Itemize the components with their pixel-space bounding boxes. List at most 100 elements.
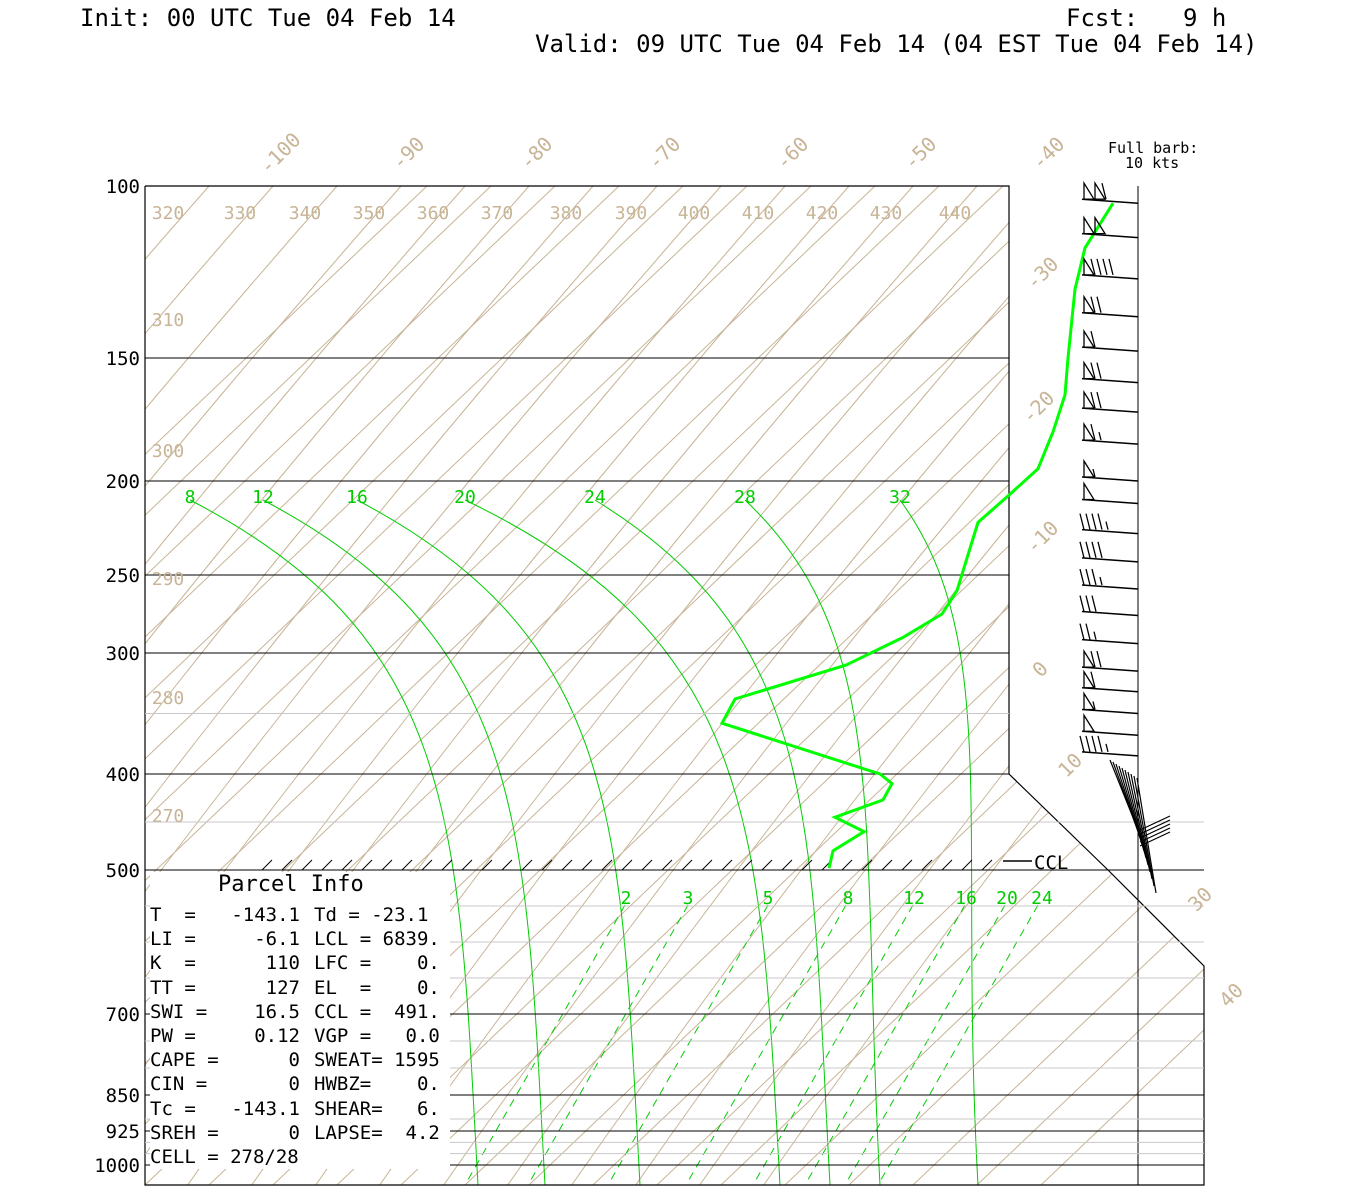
wind-barb bbox=[1081, 691, 1139, 715]
dry-adiabat-line bbox=[145, 186, 530, 1185]
theta-label: 390 bbox=[615, 203, 648, 224]
hatch-mark bbox=[661, 859, 673, 871]
theta-label: 430 bbox=[870, 203, 903, 224]
hatch-mark bbox=[561, 859, 573, 871]
theta-label: 270 bbox=[152, 806, 185, 827]
pressure-label: 850 bbox=[106, 1085, 140, 1107]
parcel-extra: VGP = 0.0 bbox=[314, 1024, 440, 1047]
theta-e-label: 24 bbox=[584, 487, 606, 508]
ccl-label: CCL bbox=[1034, 852, 1069, 874]
parcel-value: -143.1 bbox=[231, 1097, 300, 1120]
parcel-info-row: T = -143.1 Td = -23.1 bbox=[150, 903, 450, 927]
parcel-info-row: SWI = 16.5 CCL = 491. bbox=[150, 1000, 450, 1024]
hatch-mark bbox=[501, 859, 513, 871]
parcel-info-row: SREH = 0 LAPSE= 4.2 bbox=[150, 1121, 450, 1145]
hatch-mark bbox=[741, 859, 753, 871]
hatch-mark bbox=[321, 859, 333, 871]
isotherm-line bbox=[145, 186, 492, 1185]
isotherm-line bbox=[145, 186, 876, 1185]
isotherm-line bbox=[400, 186, 1204, 1185]
dry-adiabat-line bbox=[634, 186, 1204, 1185]
mixing-ratio-label: 16 bbox=[955, 888, 977, 909]
hatch-mark bbox=[881, 859, 893, 871]
forecast-label: Fcst: bbox=[1066, 4, 1139, 32]
valid-time: Valid: 09 UTC Tue 04 Feb 14 (04 EST Tue … bbox=[535, 30, 1258, 58]
dry-adiabat-line bbox=[145, 186, 722, 1185]
parcel-extra: Td = -23.1 bbox=[314, 904, 429, 926]
hatch-mark bbox=[721, 859, 733, 871]
isotherm-label: -10 bbox=[1021, 516, 1064, 559]
theta-label: 380 bbox=[550, 203, 583, 224]
hatch-mark bbox=[641, 859, 653, 871]
hatch-mark bbox=[581, 859, 593, 871]
isotherm-label: -50 bbox=[899, 132, 942, 175]
parcel-extra: SWEAT= 1595 bbox=[314, 1049, 440, 1072]
theta-e-label: 20 bbox=[454, 487, 476, 508]
dry-adiabat-line bbox=[145, 186, 338, 1185]
parcel-key: K = bbox=[150, 952, 196, 975]
parcel-key: TT = bbox=[150, 976, 196, 999]
parcel-extra: HWBZ= 0. bbox=[314, 1073, 440, 1096]
theta-label: 330 bbox=[224, 203, 257, 224]
hatch-mark bbox=[261, 859, 273, 871]
wind-barb bbox=[1081, 713, 1139, 737]
pressure-label: 200 bbox=[106, 471, 140, 493]
isotherm-label: -20 bbox=[1017, 386, 1060, 429]
wind-barb bbox=[1081, 669, 1139, 693]
theta-e-label: 12 bbox=[252, 487, 274, 508]
isotherm-line bbox=[784, 186, 1204, 1185]
moist-adiabat-line bbox=[899, 499, 979, 1185]
wind-barb bbox=[1079, 568, 1139, 590]
parcel-key: SREH = bbox=[150, 1121, 219, 1144]
wind-barb bbox=[1081, 256, 1139, 280]
dry-adiabat-line bbox=[698, 186, 1204, 1185]
dry-adiabat-line bbox=[442, 186, 1204, 1185]
parcel-value: 0 bbox=[288, 1049, 300, 1072]
hatch-mark bbox=[761, 859, 773, 871]
theta-label: 320 bbox=[152, 203, 185, 224]
parcel-info-row: K = 110 LFC = 0. bbox=[150, 951, 450, 975]
isotherm-line bbox=[912, 186, 1204, 1185]
hatch-mark bbox=[861, 859, 873, 871]
mixing-ratio-line bbox=[844, 904, 1006, 1185]
parcel-extra: EL = 0. bbox=[314, 976, 440, 999]
parcel-value: -143.1 bbox=[231, 904, 300, 926]
hatch-mark bbox=[781, 859, 793, 871]
mixing-ratio-line bbox=[752, 904, 914, 1185]
init-time: Init: 00 UTC Tue 04 Feb 14 bbox=[80, 4, 456, 32]
wind-barb-cluster bbox=[1109, 759, 1171, 894]
parcel-info-panel: Parcel Info T = -143.1 Td = -23.1 LI = -6.1 L… bbox=[150, 872, 450, 1170]
parcel-value: 16.5 bbox=[254, 1000, 300, 1023]
isotherm-label: -70 bbox=[643, 132, 686, 175]
isotherm-line bbox=[528, 186, 1204, 1185]
dry-adiabat-line bbox=[145, 186, 594, 1185]
parcel-extra: CCL = 491. bbox=[314, 1000, 440, 1023]
theta-label: 440 bbox=[939, 203, 972, 224]
isotherm-line bbox=[720, 186, 1204, 1185]
hatch-mark bbox=[801, 859, 813, 871]
isotherm-label: -100 bbox=[255, 128, 306, 179]
isotherm-label: -60 bbox=[771, 132, 814, 175]
theta-e-label: 28 bbox=[734, 487, 756, 508]
pressure-label: 400 bbox=[106, 764, 140, 786]
isotherm-line bbox=[145, 186, 684, 1185]
mixing-ratio-label: 8 bbox=[843, 888, 854, 909]
parcel-extra: SHEAR= 6. bbox=[314, 1097, 440, 1120]
dry-adiabat-line bbox=[145, 186, 402, 1185]
hatch-mark bbox=[381, 859, 393, 871]
pressure-label: 300 bbox=[106, 643, 140, 665]
wind-barb bbox=[1081, 294, 1139, 318]
theta-label: 290 bbox=[152, 569, 185, 590]
isotherm-line bbox=[976, 186, 1204, 1185]
isotherm-line bbox=[145, 186, 940, 1185]
dry-adiabat-line bbox=[145, 186, 146, 1185]
parcel-info-row: LI = -6.1 LCL = 6839. bbox=[150, 927, 450, 951]
frame-outline bbox=[144, 185, 1205, 1186]
wind-barb bbox=[1081, 389, 1139, 413]
mixing-ratio-label: 20 bbox=[996, 888, 1018, 909]
isotherm-label: -40 bbox=[1027, 132, 1070, 175]
dry-adiabat-line bbox=[506, 186, 1204, 1185]
parcel-key: CAPE = bbox=[150, 1049, 219, 1072]
diagram-frame bbox=[144, 185, 1205, 1186]
mixing-ratio-line bbox=[464, 904, 626, 1185]
